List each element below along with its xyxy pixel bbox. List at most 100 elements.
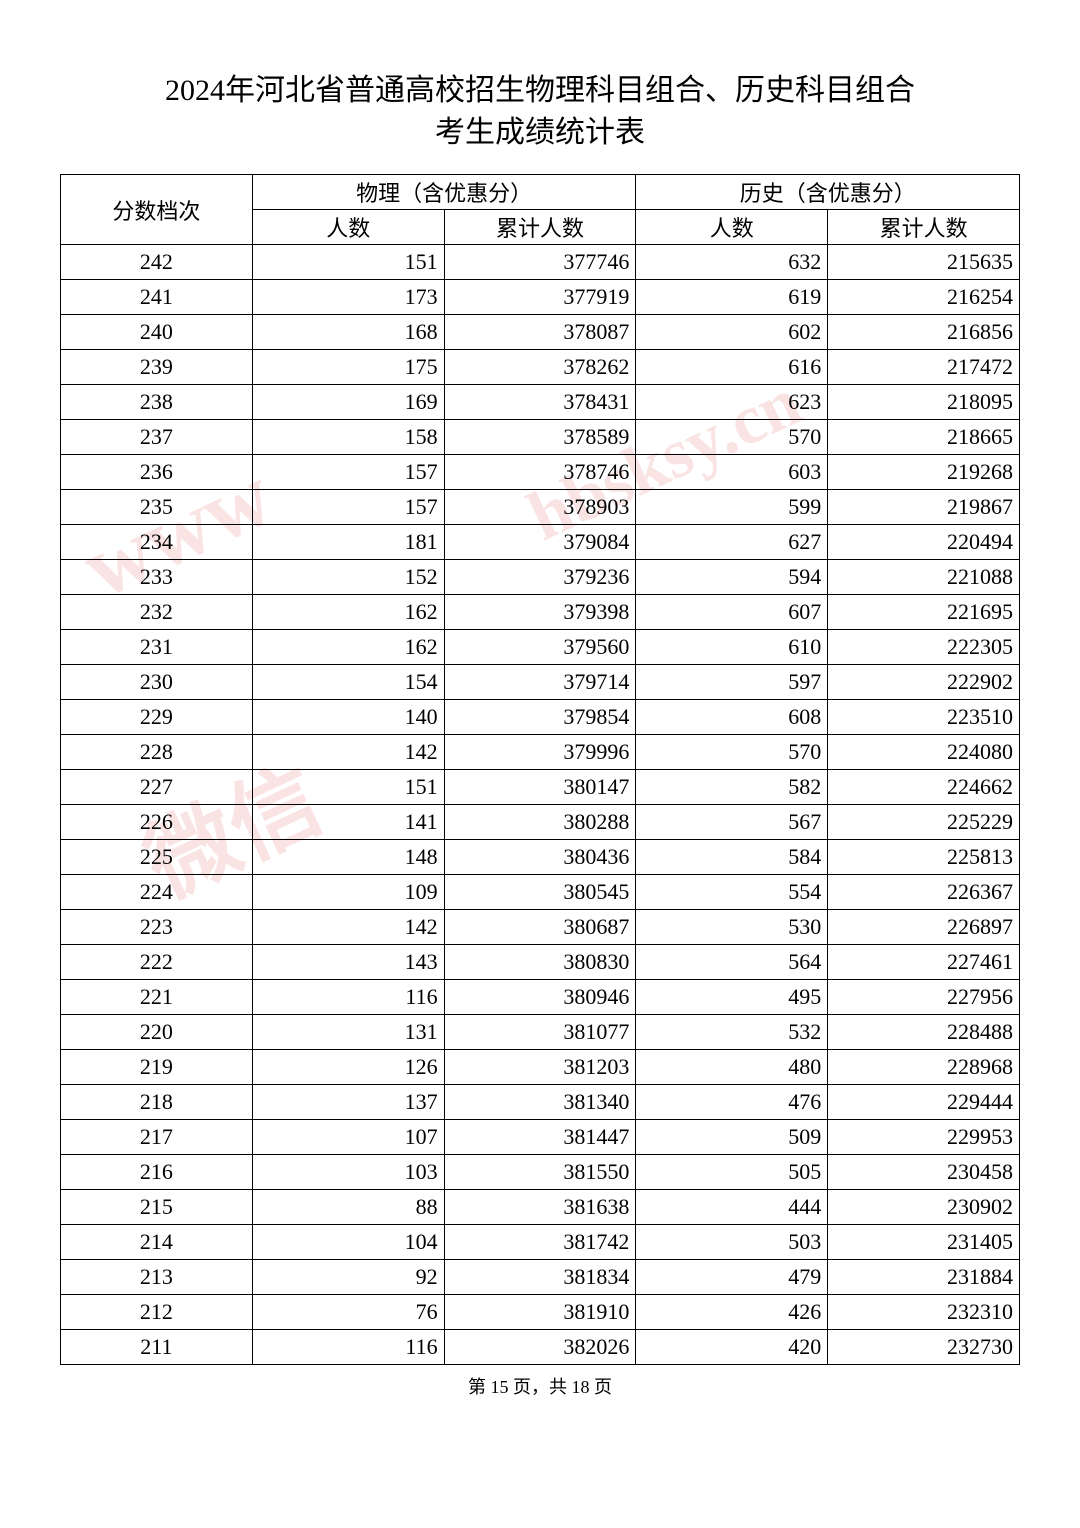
cell-score: 221 [61, 980, 253, 1015]
cell-hist-count: 509 [636, 1120, 828, 1155]
cell-phys-cum: 378903 [444, 490, 636, 525]
table-row: 242151377746632215635 [61, 245, 1020, 280]
cell-phys-cum: 379996 [444, 735, 636, 770]
table-row: 224109380545554226367 [61, 875, 1020, 910]
cell-phys-cum: 379714 [444, 665, 636, 700]
cell-score: 229 [61, 700, 253, 735]
cell-hist-cum: 220494 [828, 525, 1020, 560]
cell-hist-count: 444 [636, 1190, 828, 1225]
cell-score: 226 [61, 805, 253, 840]
cell-hist-count: 582 [636, 770, 828, 805]
table-header: 分数档次 物理（含优惠分） 历史（含优惠分） 人数 累计人数 人数 累计人数 [61, 175, 1020, 245]
cell-score: 239 [61, 350, 253, 385]
table-row: 216103381550505230458 [61, 1155, 1020, 1190]
table-row: 236157378746603219268 [61, 455, 1020, 490]
header-score: 分数档次 [61, 175, 253, 245]
cell-hist-cum: 224662 [828, 770, 1020, 805]
table-row: 217107381447509229953 [61, 1120, 1020, 1155]
cell-hist-count: 503 [636, 1225, 828, 1260]
table-row: 222143380830564227461 [61, 945, 1020, 980]
cell-hist-count: 479 [636, 1260, 828, 1295]
title-line-1: 2024年河北省普通高校招生物理科目组合、历史科目组合 [165, 74, 915, 107]
cell-hist-count: 603 [636, 455, 828, 490]
cell-phys-cum: 381340 [444, 1085, 636, 1120]
page-footer: 第 15 页，共 18 页 [60, 1373, 1020, 1399]
cell-phys-cum: 381447 [444, 1120, 636, 1155]
cell-phys-count: 126 [252, 1050, 444, 1085]
cell-phys-count: 142 [252, 910, 444, 945]
cell-hist-count: 505 [636, 1155, 828, 1190]
cell-phys-cum: 379398 [444, 595, 636, 630]
cell-score: 214 [61, 1225, 253, 1260]
cell-phys-count: 169 [252, 385, 444, 420]
cell-phys-cum: 380687 [444, 910, 636, 945]
cell-phys-cum: 378087 [444, 315, 636, 350]
cell-hist-cum: 230458 [828, 1155, 1020, 1190]
cell-phys-count: 141 [252, 805, 444, 840]
cell-hist-cum: 228488 [828, 1015, 1020, 1050]
cell-hist-cum: 224080 [828, 735, 1020, 770]
cell-phys-cum: 380545 [444, 875, 636, 910]
table-row: 219126381203480228968 [61, 1050, 1020, 1085]
cell-hist-cum: 231884 [828, 1260, 1020, 1295]
cell-phys-count: 142 [252, 735, 444, 770]
cell-hist-cum: 228968 [828, 1050, 1020, 1085]
cell-score: 228 [61, 735, 253, 770]
cell-phys-cum: 380288 [444, 805, 636, 840]
table-row: 233152379236594221088 [61, 560, 1020, 595]
cell-score: 220 [61, 1015, 253, 1050]
cell-score: 232 [61, 595, 253, 630]
cell-hist-count: 607 [636, 595, 828, 630]
cell-score: 212 [61, 1295, 253, 1330]
cell-hist-count: 567 [636, 805, 828, 840]
cell-phys-cum: 377746 [444, 245, 636, 280]
cell-hist-count: 532 [636, 1015, 828, 1050]
cell-hist-count: 554 [636, 875, 828, 910]
header-hist-cum: 累计人数 [828, 210, 1020, 245]
cell-phys-count: 162 [252, 630, 444, 665]
cell-score: 225 [61, 840, 253, 875]
cell-score: 224 [61, 875, 253, 910]
table-row: 239175378262616217472 [61, 350, 1020, 385]
cell-phys-count: 104 [252, 1225, 444, 1260]
cell-score: 223 [61, 910, 253, 945]
cell-phys-count: 157 [252, 490, 444, 525]
cell-hist-count: 627 [636, 525, 828, 560]
table-row: 221116380946495227956 [61, 980, 1020, 1015]
header-hist-count: 人数 [636, 210, 828, 245]
cell-hist-count: 594 [636, 560, 828, 595]
table-row: 227151380147582224662 [61, 770, 1020, 805]
cell-hist-cum: 216856 [828, 315, 1020, 350]
cell-phys-count: 76 [252, 1295, 444, 1330]
cell-phys-cum: 380147 [444, 770, 636, 805]
cell-hist-cum: 225229 [828, 805, 1020, 840]
cell-score: 240 [61, 315, 253, 350]
cell-phys-count: 175 [252, 350, 444, 385]
table-row: 229140379854608223510 [61, 700, 1020, 735]
cell-phys-count: 157 [252, 455, 444, 490]
cell-hist-count: 530 [636, 910, 828, 945]
cell-phys-cum: 378746 [444, 455, 636, 490]
header-history: 历史（含优惠分） [636, 175, 1020, 210]
cell-hist-count: 602 [636, 315, 828, 350]
cell-phys-cum: 378262 [444, 350, 636, 385]
cell-phys-cum: 377919 [444, 280, 636, 315]
cell-hist-cum: 232730 [828, 1330, 1020, 1365]
table-row: 241173377919619216254 [61, 280, 1020, 315]
cell-phys-count: 131 [252, 1015, 444, 1050]
cell-hist-cum: 218665 [828, 420, 1020, 455]
cell-hist-cum: 230902 [828, 1190, 1020, 1225]
cell-phys-cum: 378589 [444, 420, 636, 455]
table-row: 220131381077532228488 [61, 1015, 1020, 1050]
cell-score: 236 [61, 455, 253, 490]
cell-phys-cum: 381834 [444, 1260, 636, 1295]
cell-phys-count: 173 [252, 280, 444, 315]
cell-score: 213 [61, 1260, 253, 1295]
cell-score: 238 [61, 385, 253, 420]
table-row: 21276381910426232310 [61, 1295, 1020, 1330]
cell-phys-count: 116 [252, 1330, 444, 1365]
table-row: 237158378589570218665 [61, 420, 1020, 455]
cell-hist-cum: 222902 [828, 665, 1020, 700]
cell-score: 230 [61, 665, 253, 700]
cell-phys-cum: 379236 [444, 560, 636, 595]
